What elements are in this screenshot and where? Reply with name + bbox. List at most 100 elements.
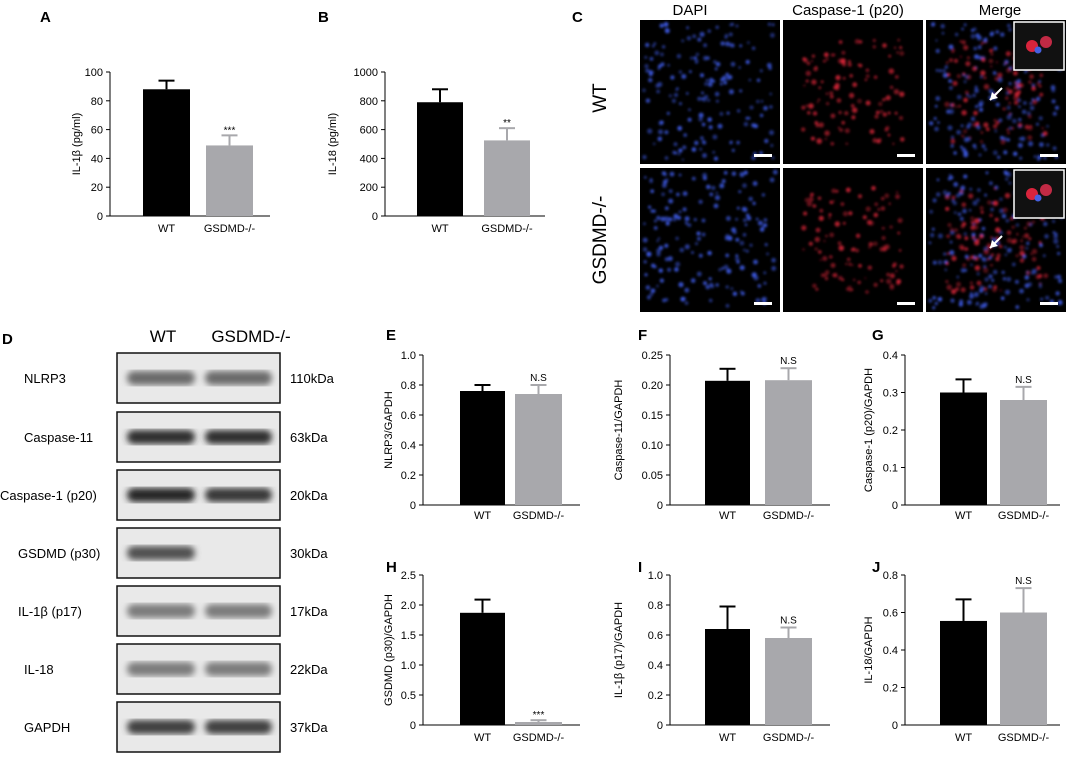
bar-gsdmd (765, 638, 812, 725)
nucleus-dot (736, 260, 740, 264)
y-axis-label: IL-18/GAPDH (863, 616, 875, 683)
caspase-dot (873, 241, 878, 246)
caspase-dot (951, 255, 957, 261)
nucleus-dot (984, 193, 987, 197)
category-label: GSDMD-/- (763, 732, 815, 744)
y-tick-label: 40 (91, 153, 103, 165)
nucleus-dot (678, 148, 683, 153)
blot-row: Caspase-11 63kDa (24, 411, 328, 463)
caspase-dot (1019, 250, 1025, 256)
caspase-dot (824, 277, 829, 281)
nucleus-dot (753, 259, 758, 265)
caspase-dot (881, 226, 885, 230)
nucleus-dot (714, 91, 720, 97)
y-tick-label: 0.4 (883, 350, 898, 362)
nucleus-dot (749, 105, 754, 110)
nucleus-dot (960, 124, 964, 128)
significance-label: N.S (1015, 375, 1032, 386)
caspase-dot (873, 75, 878, 79)
nucleus-dot (658, 245, 664, 250)
nucleus-dot (941, 31, 945, 35)
caspase-dot (826, 102, 830, 106)
caspase-dot (838, 275, 843, 281)
caspase-dot (1014, 100, 1019, 105)
nucleus-dot (652, 44, 655, 48)
nucleus-dot (770, 144, 774, 147)
nucleus-dot (664, 156, 669, 160)
nucleus-dot (687, 117, 692, 122)
nucleus-dot (970, 33, 976, 39)
caspase-dot (988, 58, 994, 64)
caspase-dot (817, 98, 821, 102)
caspase-dot (972, 66, 977, 72)
nucleus-dot (694, 140, 699, 146)
caspase-dot (844, 128, 850, 134)
caspase-dot (895, 194, 900, 200)
caspase-dot (1026, 221, 1032, 227)
cell-dots (801, 185, 904, 294)
caspase-dot (853, 278, 856, 282)
nucleus-dot (656, 284, 659, 288)
nucleus-dot (645, 98, 651, 103)
nucleus-dot (667, 267, 672, 272)
caspase-dot (897, 38, 900, 42)
nucleus-dot (660, 62, 665, 67)
protein-band-wt (127, 488, 195, 502)
nucleus-dot (759, 69, 763, 73)
significance-label: *** (533, 710, 545, 721)
caspase-dot (966, 74, 972, 80)
caspase-dot (993, 285, 997, 289)
bar-chart-e: E 0 0.2 0.4 0.6 0.8 1.0 NLRP3/GAPDH WT N.S GSDMD-/… (383, 327, 580, 522)
nucleus-dot (935, 48, 940, 54)
bar-chart-g: G 0 0.1 0.2 0.3 0.4 Caspase-1 (p20)/GAPDH WT N.S… (863, 327, 1060, 522)
nucleus-dot (1038, 284, 1043, 289)
nucleus-dot (645, 68, 650, 73)
caspase-dot (816, 101, 819, 104)
caspase-dot (812, 204, 817, 208)
caspase-dot (823, 59, 826, 63)
nucleus-dot (979, 103, 983, 107)
y-axis-label: Caspase-11/GAPDH (613, 380, 625, 481)
caspase-dot (1036, 82, 1041, 86)
caspase-dot (810, 136, 815, 141)
nucleus-dot (938, 69, 942, 73)
caspase-dot (990, 263, 993, 267)
nucleus-dot (1014, 279, 1019, 284)
caspase-dot (983, 267, 989, 273)
nucleus-dot (684, 216, 690, 222)
nucleus-dot (966, 124, 971, 129)
nucleus-dot (684, 287, 690, 293)
caspase-dot (832, 53, 836, 57)
nucleus-dot (691, 147, 697, 152)
caspase-dot (955, 287, 959, 292)
cell-dots (801, 38, 905, 146)
nucleus-dot (721, 266, 725, 270)
nucleus-dot (663, 22, 669, 27)
caspase-dot (805, 70, 811, 77)
nucleus-dot (742, 183, 747, 188)
nucleus-dot (748, 78, 752, 82)
nucleus-dot (654, 219, 657, 223)
caspase-dot (820, 80, 824, 84)
nucleus-dot (698, 117, 703, 122)
nucleus-dot (693, 218, 697, 222)
caspase-dot (960, 287, 966, 293)
caspase-dot (950, 103, 955, 107)
nucleus-dot (944, 65, 948, 69)
caspase-dot (1011, 225, 1015, 229)
caspase-dot (828, 213, 832, 217)
caspase-dot (817, 196, 822, 200)
caspase-dot (811, 79, 817, 85)
caspase-dot (875, 110, 880, 115)
nucleus-dot (721, 179, 726, 184)
caspase-dot (830, 94, 834, 99)
nucleus-dot (657, 136, 663, 142)
category-label: GSDMD-/- (481, 223, 533, 235)
nucleus-dot (678, 173, 682, 177)
caspase-dot (825, 234, 828, 238)
nucleus-dot (937, 297, 943, 302)
caspase-dot (899, 116, 903, 120)
nucleus-dot (695, 242, 698, 246)
caspase-dot (896, 51, 899, 54)
